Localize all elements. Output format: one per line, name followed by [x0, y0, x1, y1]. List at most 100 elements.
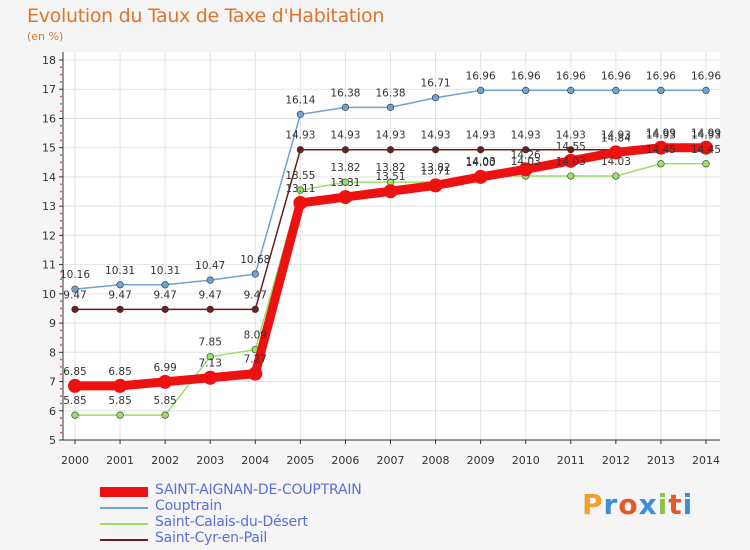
y-minor-tick [60, 154, 62, 156]
y-minor-tick [60, 336, 62, 339]
data-label: 14.93 [646, 130, 676, 142]
data-label: 14.00 [466, 157, 496, 169]
data-point [341, 146, 350, 154]
chart-subtitle: (en %) [27, 30, 64, 43]
data-point [71, 305, 79, 313]
data-label: 14.93 [466, 130, 496, 142]
data-point [702, 86, 710, 94]
data-point [251, 305, 259, 313]
data-label: 14.93 [556, 130, 586, 142]
y-minor-tick [60, 256, 62, 259]
data-point [702, 160, 710, 168]
data-point [116, 305, 124, 313]
y-tick-label: 8 [49, 346, 56, 359]
y-tick-label: 17 [42, 83, 56, 96]
y-minor-tick [60, 110, 62, 113]
y-tick-label: 11 [42, 259, 56, 272]
y-tick-label: 7 [49, 376, 56, 389]
data-point [612, 86, 620, 94]
data-label: 16.96 [511, 70, 541, 82]
y-minor-tick [60, 307, 62, 310]
data-label: 8.09 [244, 330, 267, 342]
legend-label: Saint-Calais-du-Désert [155, 514, 308, 530]
data-point [657, 86, 665, 94]
y-minor-tick [60, 132, 62, 134]
data-label: 9.47 [63, 289, 86, 301]
y-minor-tick [60, 395, 62, 398]
data-label: 10.47 [195, 260, 225, 272]
data-point [657, 160, 665, 168]
x-tick-label: 2009 [467, 454, 495, 467]
data-point [563, 153, 578, 168]
data-label: 16.96 [556, 70, 586, 82]
data-label: 7.13 [199, 358, 222, 370]
data-point [522, 86, 530, 94]
data-label: 16.96 [691, 70, 721, 82]
x-tick-label: 2010 [512, 454, 540, 467]
y-minor-tick [60, 219, 62, 222]
logo-letter: x [638, 488, 658, 521]
data-label: 13.82 [330, 162, 360, 174]
data-label: 9.47 [199, 289, 222, 301]
data-point [71, 411, 79, 419]
y-tick-label: 6 [49, 405, 56, 418]
data-point [567, 86, 575, 94]
data-point [477, 86, 485, 94]
data-label: 14.55 [556, 141, 586, 153]
data-label: 10.31 [105, 265, 135, 277]
data-label: 16.96 [466, 70, 496, 82]
y-tick-label: 9 [49, 317, 56, 330]
data-label: 9.47 [153, 289, 176, 301]
x-tick-label: 2004 [241, 454, 269, 467]
y-minor-tick [60, 249, 62, 251]
legend-label: SAINT-AIGNAN-DE-COUPTRAIN [155, 482, 362, 498]
data-label: 13.55 [285, 170, 315, 182]
data-point [383, 184, 398, 199]
data-point [699, 140, 713, 155]
x-tick-label: 2012 [602, 454, 630, 467]
series-couptrain [71, 86, 710, 293]
data-point [518, 162, 533, 177]
data-label: 6.85 [63, 366, 86, 378]
data-label: 13.82 [421, 162, 451, 174]
data-point [68, 378, 82, 393]
data-label: 16.38 [375, 87, 405, 99]
y-minor-tick [60, 402, 62, 405]
y-minor-tick [60, 366, 62, 368]
data-point [386, 146, 395, 154]
x-tick-label: 2008 [422, 454, 450, 467]
legend-swatch [100, 487, 148, 497]
data-point [248, 366, 263, 381]
x-tick-label: 2006 [331, 454, 359, 467]
y-minor-tick [60, 285, 62, 288]
data-label: 13.11 [285, 183, 315, 195]
legend-label: Saint-Cyr-en-Pail [155, 530, 268, 546]
y-minor-tick [60, 314, 62, 317]
logo-letter: t [668, 488, 683, 521]
x-tick-label: 2011 [557, 454, 585, 467]
data-label: 13.71 [421, 165, 451, 177]
data-label: 14.45 [691, 144, 721, 156]
y-tick-label: 18 [42, 54, 56, 67]
data-label: 14.93 [285, 130, 315, 142]
data-point [251, 270, 259, 278]
data-point [341, 178, 350, 186]
data-point [341, 103, 350, 111]
data-label: 14.03 [511, 156, 541, 168]
data-label: 14.93 [511, 130, 541, 142]
logo-letter: P [582, 488, 604, 521]
data-point [71, 285, 79, 293]
y-tick-label: 5 [49, 434, 56, 447]
y-minor-tick [60, 124, 62, 127]
y-minor-tick [60, 102, 62, 105]
data-label: 5.85 [108, 395, 131, 407]
data-label: 14.84 [601, 132, 631, 144]
data-point [113, 378, 128, 393]
data-point [296, 146, 304, 154]
y-minor-tick [60, 81, 62, 83]
y-minor-tick [60, 271, 62, 273]
y-minor-tick [60, 161, 62, 164]
data-label: 16.96 [646, 70, 676, 82]
data-label: 13.82 [375, 162, 405, 174]
data-label: 10.31 [150, 265, 180, 277]
